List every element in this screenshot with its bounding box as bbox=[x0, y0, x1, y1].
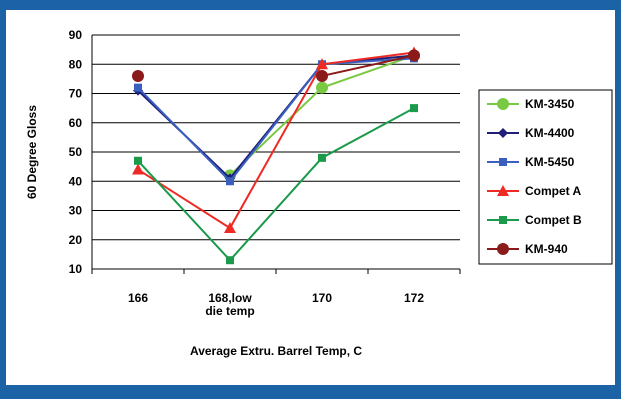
data-point-compet-b bbox=[410, 104, 418, 113]
data-point-km-5450 bbox=[134, 83, 142, 92]
series-line-compet-a bbox=[137, 51, 415, 230]
legend-marker-compet-a bbox=[497, 185, 509, 196]
y-tick-label: 90 bbox=[69, 28, 83, 42]
data-point-km-5450 bbox=[226, 177, 234, 186]
y-tick-label: 40 bbox=[69, 174, 83, 188]
legend-marker-km-3450 bbox=[497, 98, 509, 110]
x-axis-label: Average Extru. Barrel Temp, C bbox=[190, 344, 362, 358]
legend-label-km-940: KM-940 bbox=[525, 242, 568, 256]
legend-marker-km-4400 bbox=[498, 128, 508, 138]
x-tick-label: 170 bbox=[312, 291, 332, 305]
data-point-compet-b bbox=[226, 256, 234, 265]
y-tick-label: 50 bbox=[69, 145, 83, 159]
data-point-compet-a bbox=[132, 163, 144, 175]
x-tick-label: 168,low die temp bbox=[205, 291, 254, 318]
data-point-km-940 bbox=[408, 49, 420, 62]
data-point-km-940 bbox=[316, 69, 328, 82]
y-tick-label: 20 bbox=[69, 233, 83, 247]
series-line-km-5450 bbox=[137, 57, 415, 183]
data-point-km-3450 bbox=[316, 81, 328, 94]
y-tick-label: 70 bbox=[69, 87, 83, 101]
y-tick-label: 60 bbox=[69, 116, 83, 130]
line-chart: 10 20 30 40 50 60 70 80 90 166 168,low die temp 170 1… bbox=[25, 28, 613, 358]
legend-label-km-5450: KM-5450 bbox=[525, 155, 575, 169]
data-point-compet-b bbox=[134, 156, 142, 165]
legend-marker-km-940 bbox=[497, 243, 509, 255]
legend-label-compet-a: Compet A bbox=[525, 184, 582, 198]
y-axis-label: 60 Degree Gloss bbox=[25, 105, 39, 199]
data-point-compet-a bbox=[224, 222, 236, 234]
x-tick-label: 166 bbox=[128, 291, 148, 305]
series-line-km-940 bbox=[321, 54, 415, 77]
legend-label-km-4400: KM-4400 bbox=[525, 126, 575, 140]
chart-panel: 10 20 30 40 50 60 70 80 90 166 168,low die temp 170 1… bbox=[6, 10, 615, 385]
y-tick-label: 30 bbox=[69, 204, 83, 218]
data-point-compet-a bbox=[316, 58, 328, 70]
series-line-km-4400 bbox=[137, 54, 415, 180]
y-tick-label: 80 bbox=[69, 57, 83, 71]
y-tick-label: 10 bbox=[69, 262, 83, 276]
data-point-compet-b bbox=[318, 153, 326, 162]
legend-box bbox=[478, 89, 613, 265]
series-line-compet-b bbox=[137, 107, 415, 262]
legend-label-km-3450: KM-3450 bbox=[525, 97, 575, 111]
legend-marker-km-5450 bbox=[499, 158, 507, 166]
x-tick-label: 172 bbox=[404, 291, 424, 305]
data-point-km-940 bbox=[132, 69, 144, 82]
legend-marker-compet-b bbox=[499, 216, 507, 224]
legend-label-compet-b: Compet B bbox=[525, 213, 582, 227]
